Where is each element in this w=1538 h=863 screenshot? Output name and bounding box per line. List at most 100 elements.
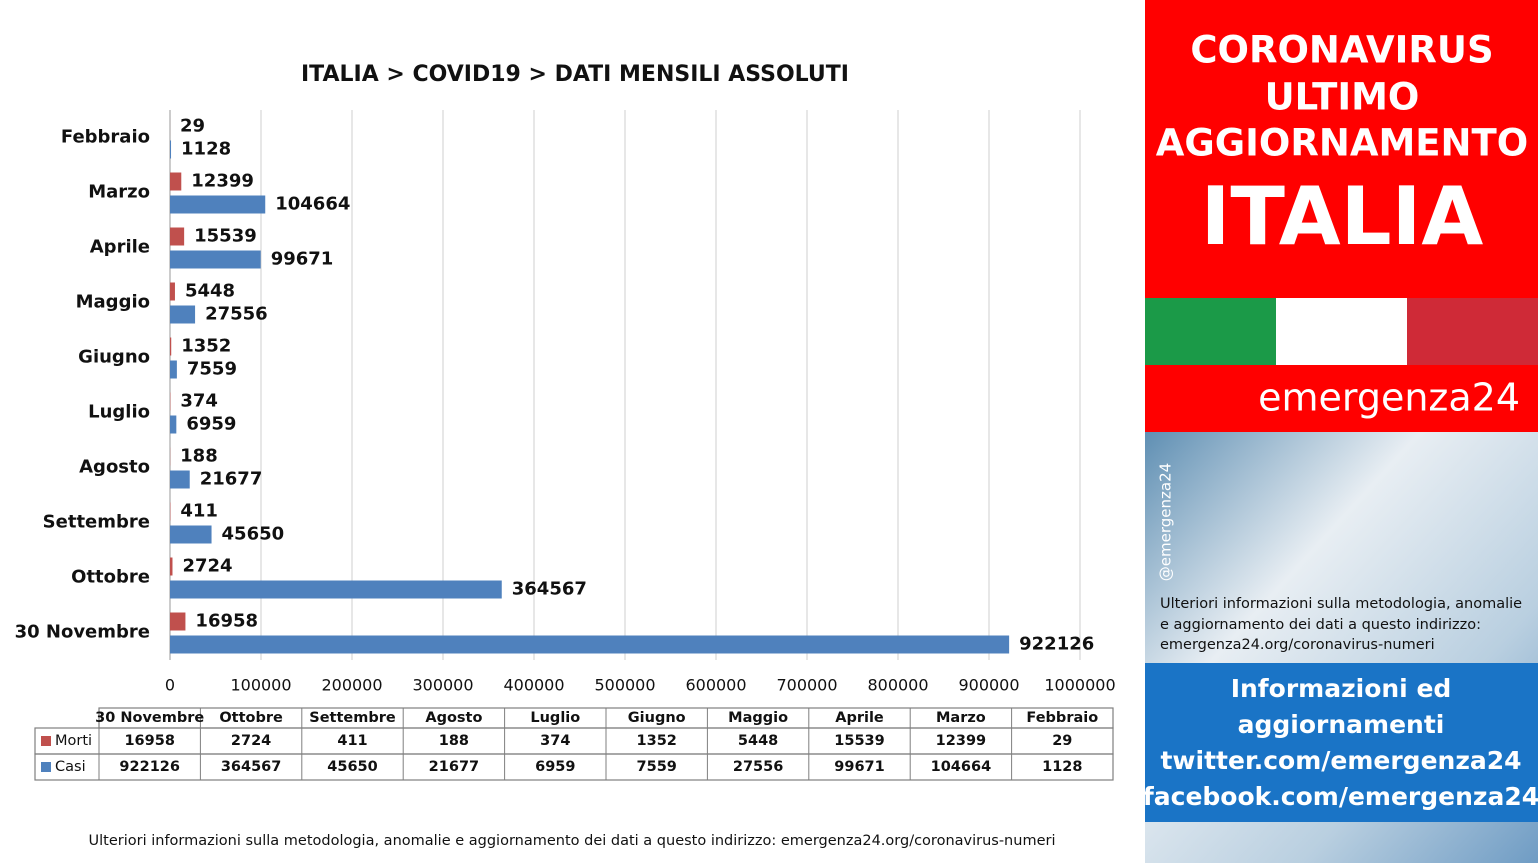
data-label: 411 bbox=[180, 501, 218, 522]
table-value: 45650 bbox=[327, 759, 377, 775]
table-value: 12399 bbox=[936, 733, 986, 749]
flag-red bbox=[1407, 298, 1538, 365]
table-header: Marzo bbox=[936, 710, 986, 726]
table-value: 21677 bbox=[429, 759, 479, 775]
data-label: 188 bbox=[180, 446, 218, 467]
panel-header-bg bbox=[1145, 0, 1538, 298]
flag-green bbox=[1145, 298, 1276, 365]
data-label: 15539 bbox=[194, 226, 257, 247]
flag-white bbox=[1276, 298, 1407, 365]
bar bbox=[170, 195, 266, 214]
contacts-line: aggiornamenti bbox=[1238, 710, 1445, 739]
data-label: 7559 bbox=[187, 359, 237, 380]
table-value: 16958 bbox=[124, 733, 174, 749]
info-line: e aggiornamento dei dati a questo indiri… bbox=[1160, 617, 1481, 633]
info-line: Ulteriori informazioni sulla metodologia… bbox=[1160, 596, 1522, 612]
y-tick-label: Agosto bbox=[79, 457, 150, 478]
y-tick-label: Settembre bbox=[43, 512, 150, 533]
table-header: Maggio bbox=[728, 710, 788, 726]
contacts-line[interactable]: facebook.com/emergenza24 bbox=[1143, 782, 1538, 811]
data-label: 12399 bbox=[191, 171, 254, 192]
contacts-line[interactable]: twitter.com/emergenza24 bbox=[1160, 746, 1521, 775]
panel-headline: CORONAVIRUS bbox=[1190, 29, 1493, 72]
info-line: emergenza24.org/coronavirus-numeri bbox=[1160, 637, 1435, 653]
table-value: 104664 bbox=[931, 759, 992, 775]
panel-country: ITALIA bbox=[1201, 170, 1484, 263]
x-tick-label: 700000 bbox=[776, 676, 837, 695]
table-value: 1352 bbox=[637, 733, 677, 749]
chart-title: ITALIA > COVID19 > DATI MENSILI ASSOLUTI bbox=[301, 62, 849, 87]
bar bbox=[170, 580, 502, 599]
legend-swatch bbox=[41, 762, 51, 772]
y-tick-label: 30 Novembre bbox=[15, 622, 150, 643]
y-tick-label: Ottobre bbox=[71, 567, 150, 588]
bar bbox=[170, 557, 173, 576]
table-header: Luglio bbox=[530, 710, 580, 726]
bar bbox=[170, 612, 186, 631]
contacts-line: Informazioni ed bbox=[1231, 674, 1452, 703]
table-value: 411 bbox=[337, 733, 367, 749]
table-value: 364567 bbox=[221, 759, 282, 775]
table-value: 922126 bbox=[119, 759, 180, 775]
table-header: Ottobre bbox=[219, 710, 283, 726]
x-tick-label: 1000000 bbox=[1044, 676, 1115, 695]
data-label: 16958 bbox=[195, 611, 258, 632]
data-label: 364567 bbox=[512, 579, 587, 600]
y-tick-label: Giugno bbox=[78, 347, 150, 368]
table-value: 27556 bbox=[733, 759, 783, 775]
bar bbox=[170, 305, 196, 324]
data-label: 104664 bbox=[275, 194, 350, 215]
table-value: 7559 bbox=[637, 759, 677, 775]
table-value: 15539 bbox=[834, 733, 884, 749]
brand-bg bbox=[1145, 365, 1538, 432]
data-label: 5448 bbox=[185, 281, 235, 302]
bar bbox=[170, 525, 212, 544]
data-label: 27556 bbox=[205, 304, 268, 325]
panel-headline: AGGIORNAMENTO bbox=[1156, 122, 1528, 165]
table-value: 2724 bbox=[231, 733, 271, 749]
bar bbox=[170, 470, 190, 489]
bar bbox=[170, 282, 175, 301]
data-label: 1352 bbox=[181, 336, 231, 357]
legend-label: Casi bbox=[55, 759, 86, 775]
bar bbox=[170, 337, 172, 356]
brand: emergenza24 bbox=[1258, 376, 1520, 420]
bar bbox=[170, 360, 177, 379]
y-tick-label: Aprile bbox=[90, 237, 150, 258]
table-value: 5448 bbox=[738, 733, 778, 749]
x-tick-label: 900000 bbox=[958, 676, 1019, 695]
legend-label: Morti bbox=[55, 733, 92, 749]
data-label: 374 bbox=[180, 391, 218, 412]
bar bbox=[170, 635, 1010, 654]
bar bbox=[170, 227, 185, 246]
table-header: Agosto bbox=[425, 710, 482, 726]
legend-swatch bbox=[41, 736, 51, 746]
table-value: 6959 bbox=[535, 759, 575, 775]
data-label: 922126 bbox=[1019, 634, 1094, 655]
data-label: 21677 bbox=[200, 469, 263, 490]
data-label: 6959 bbox=[186, 414, 236, 435]
data-label: 99671 bbox=[271, 249, 334, 270]
table-header: Giugno bbox=[628, 710, 686, 726]
table-header: Febbraio bbox=[1026, 710, 1098, 726]
table-value: 29 bbox=[1052, 733, 1072, 749]
table-value: 99671 bbox=[834, 759, 884, 775]
data-label: 2724 bbox=[182, 556, 232, 577]
x-tick-label: 0 bbox=[165, 676, 175, 695]
contacts-bg bbox=[1145, 663, 1538, 822]
bar bbox=[170, 415, 177, 434]
panel-headline: ULTIMO bbox=[1265, 76, 1420, 119]
x-tick-label: 500000 bbox=[594, 676, 655, 695]
y-tick-label: Maggio bbox=[76, 292, 150, 313]
x-tick-label: 100000 bbox=[230, 676, 291, 695]
x-tick-label: 600000 bbox=[685, 676, 746, 695]
x-tick-label: 200000 bbox=[321, 676, 382, 695]
x-tick-label: 400000 bbox=[503, 676, 564, 695]
side-panel: CORONAVIRUS ULTIMO AGGIORNAMENTO ITALIA … bbox=[1143, 0, 1538, 863]
table-header: Settembre bbox=[309, 710, 396, 726]
bar bbox=[170, 250, 261, 269]
data-label: 45650 bbox=[222, 524, 285, 545]
y-tick-label: Luglio bbox=[88, 402, 150, 423]
